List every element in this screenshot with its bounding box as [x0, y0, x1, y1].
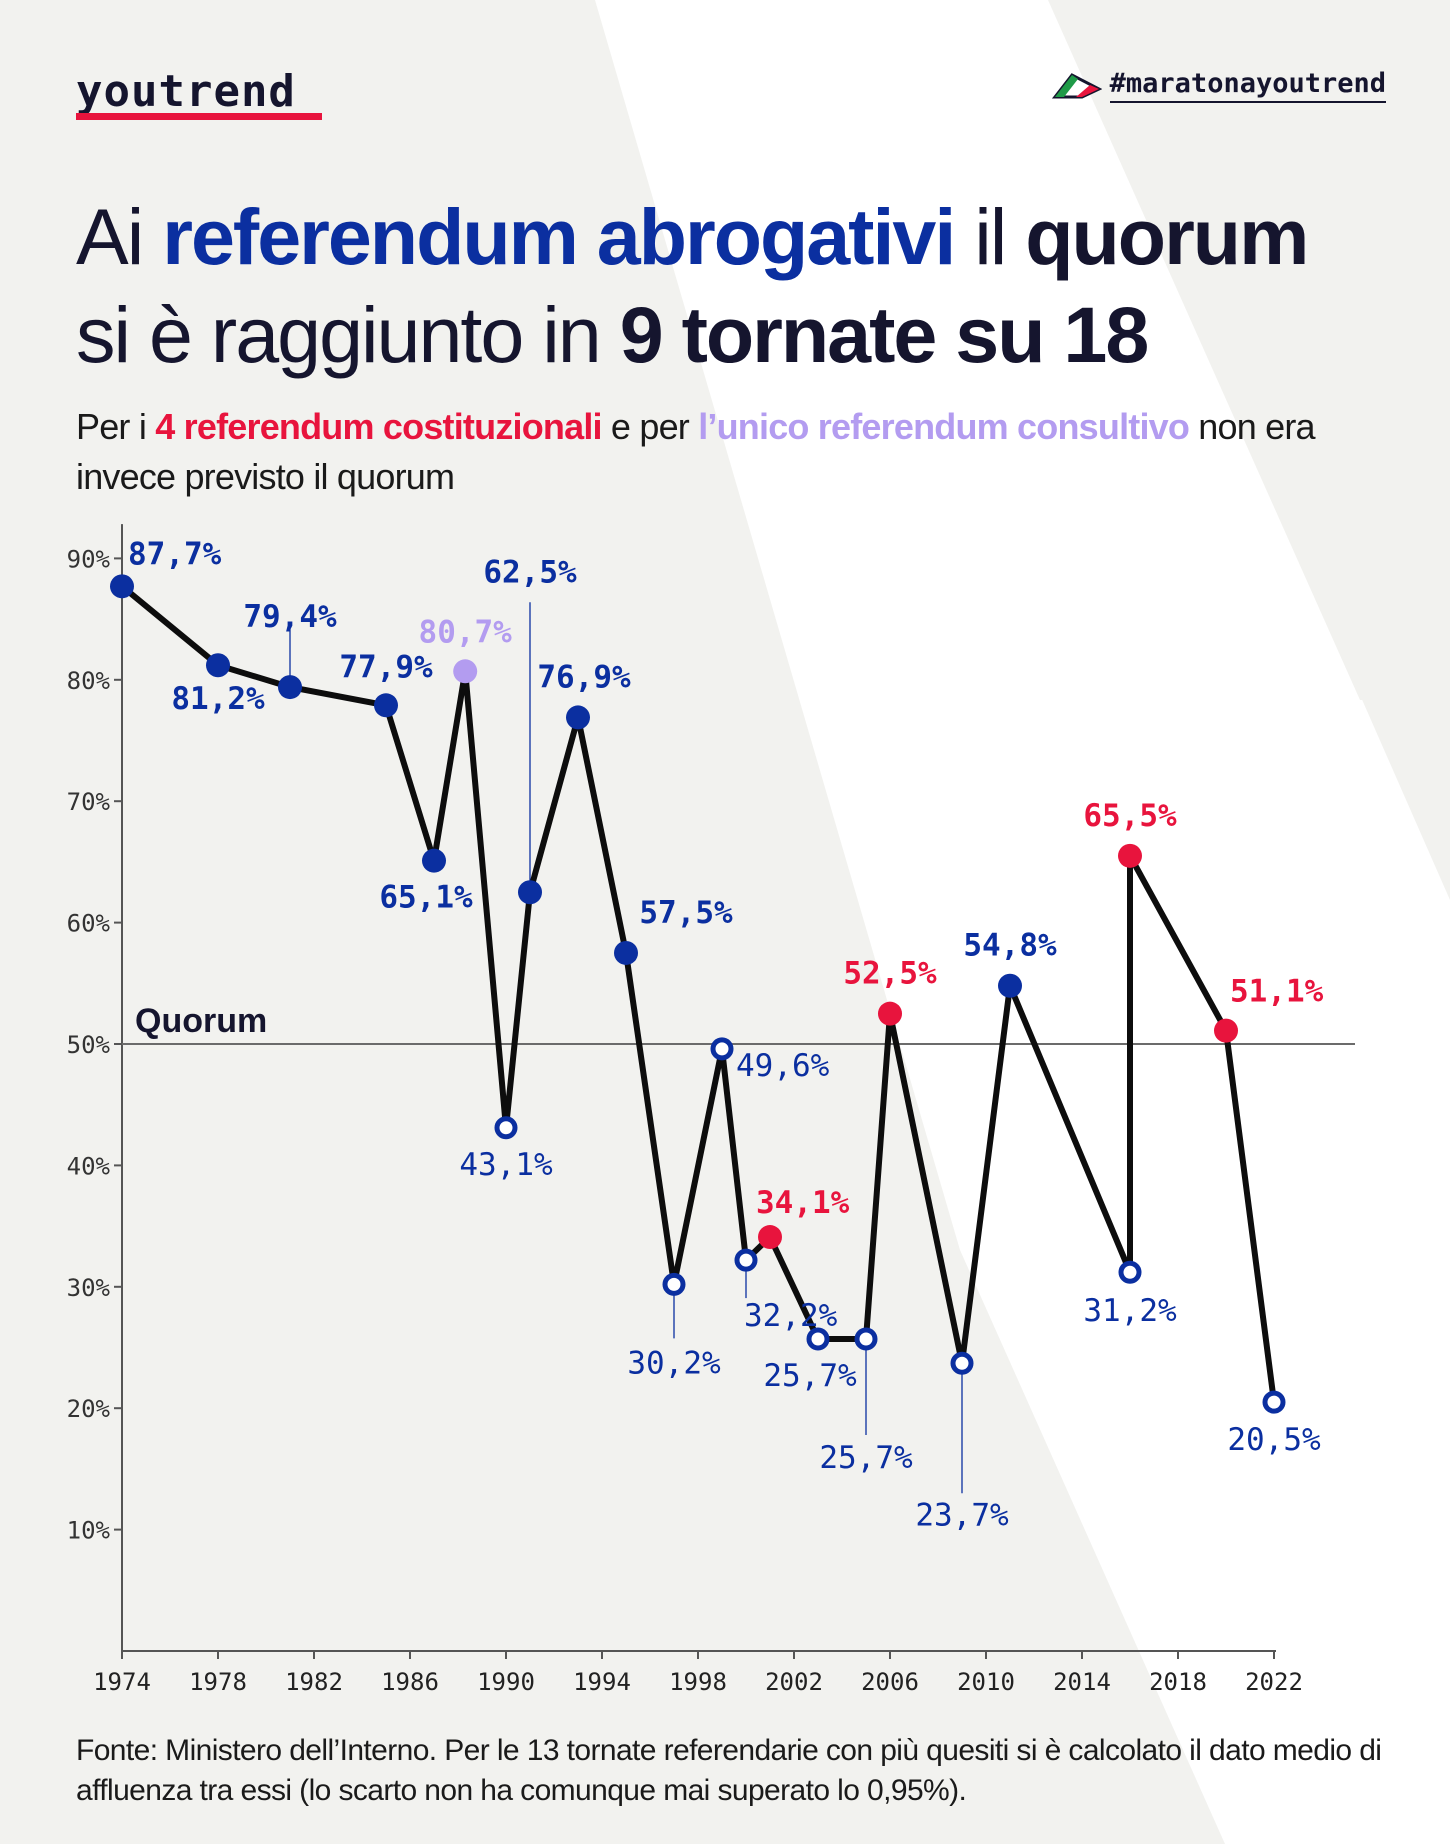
y-tick-label: 20% — [67, 1395, 111, 1423]
data-point — [1262, 1390, 1286, 1414]
data-point — [518, 880, 542, 905]
data-label: 52,5% — [843, 956, 937, 992]
x-tick-label: 1986 — [381, 1668, 439, 1696]
data-label: 62,5% — [483, 554, 577, 590]
data-point — [494, 1116, 518, 1140]
data-point — [422, 848, 446, 873]
hashtag: #maratonayoutrend — [1109, 68, 1386, 103]
data-label: 54,8% — [963, 928, 1057, 964]
x-tick-label: 1982 — [285, 1668, 343, 1696]
data-label: 65,5% — [1083, 798, 1177, 834]
data-point — [206, 653, 230, 678]
y-tick-label: 40% — [67, 1152, 111, 1180]
data-label: 25,7% — [819, 1440, 913, 1476]
quorum-label: Quorum — [135, 1002, 267, 1040]
data-label: 57,5% — [639, 895, 733, 931]
data-label: 76,9% — [537, 659, 631, 695]
data-point — [1214, 1018, 1238, 1043]
y-tick-label: 60% — [67, 910, 111, 938]
data-point — [566, 705, 590, 730]
youtrend-logo: youtrend — [76, 66, 296, 117]
source-footnote: Fonte: Ministero dell’Interno. Per le 13… — [76, 1734, 1382, 1807]
data-label: 81,2% — [171, 681, 265, 717]
data-label: 65,1% — [379, 880, 473, 916]
data-point — [110, 574, 134, 599]
data-point — [734, 1248, 758, 1272]
turnout-line-chart: 10% 20% 30% 40% 50% 60% 70% 80% 90% 1974 1978 1982 1… — [67, 524, 1355, 1696]
data-point — [453, 659, 478, 684]
data-point — [374, 693, 398, 718]
data-label: 49,6% — [736, 1048, 830, 1084]
y-tick-label: 30% — [67, 1274, 111, 1302]
data-label: 80,7% — [419, 614, 513, 650]
data-point — [1118, 843, 1142, 868]
y-tick-label: 80% — [67, 667, 111, 695]
data-label: 32,2% — [744, 1298, 838, 1334]
data-label: 23,7% — [915, 1497, 1009, 1533]
x-tick-label: 1990 — [477, 1668, 535, 1696]
x-tick-label: 1998 — [669, 1668, 727, 1696]
data-point — [614, 940, 638, 965]
x-tick-label: 2006 — [861, 1668, 919, 1696]
data-label: 77,9% — [339, 649, 433, 685]
x-tick-label: 2018 — [1149, 1668, 1207, 1696]
data-label: 20,5% — [1227, 1422, 1321, 1458]
data-point — [806, 1327, 830, 1351]
turnout-series-line — [120, 583, 1277, 1403]
y-tick-label: 50% — [67, 1031, 111, 1059]
logo-underline — [76, 113, 322, 120]
x-tick-label: 1994 — [573, 1668, 631, 1696]
data-label: 31,2% — [1083, 1293, 1177, 1329]
data-point — [854, 1327, 878, 1351]
data-label: 87,7% — [128, 536, 222, 572]
y-tick-label: 10% — [67, 1517, 111, 1545]
data-point — [710, 1037, 734, 1061]
page-title: Ai referendum abrogativi il quorum si è r… — [76, 192, 1309, 379]
data-point — [278, 675, 302, 700]
data-point — [662, 1272, 686, 1296]
data-label: 43,1% — [459, 1147, 553, 1183]
data-point — [950, 1351, 974, 1375]
data-label: 79,4% — [243, 599, 337, 635]
data-label: 51,1% — [1230, 974, 1324, 1010]
x-tick-label: 2010 — [957, 1668, 1015, 1696]
data-label: 30,2% — [627, 1345, 721, 1381]
page-subtitle: Per i 4 referendum costituzionali e per … — [76, 406, 1316, 497]
x-tick-label: 2014 — [1053, 1668, 1111, 1696]
data-point — [1118, 1260, 1142, 1284]
data-label: 34,1% — [756, 1185, 850, 1221]
x-tick-label: 1978 — [189, 1668, 247, 1696]
hashtag-block: #maratonayoutrend — [1051, 68, 1386, 103]
data-label: 25,7% — [763, 1358, 857, 1394]
italian-flag-icon — [1051, 72, 1102, 98]
data-point — [998, 973, 1022, 998]
x-tick-label: 2002 — [765, 1668, 823, 1696]
y-tick-label: 90% — [67, 545, 111, 573]
data-point — [878, 1001, 902, 1026]
y-tick-label: 70% — [67, 788, 111, 816]
data-point — [758, 1225, 782, 1250]
x-tick-label: 2022 — [1245, 1668, 1303, 1696]
x-tick-label: 1974 — [93, 1668, 151, 1696]
